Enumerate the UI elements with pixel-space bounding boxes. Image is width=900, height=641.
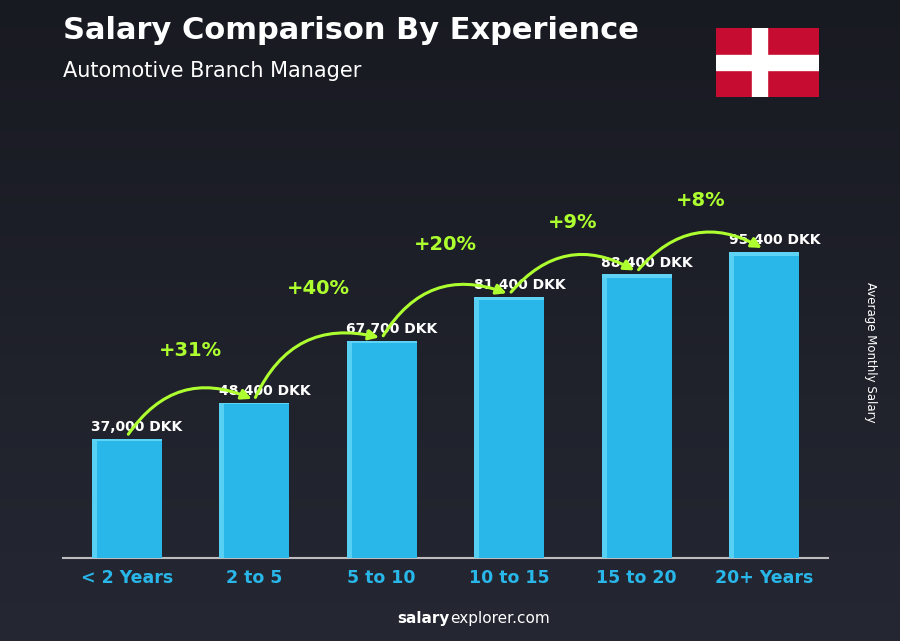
Bar <box>220 403 289 558</box>
Text: 88,400 DKK: 88,400 DKK <box>601 256 693 269</box>
Bar <box>729 252 734 558</box>
Bar <box>220 403 289 404</box>
Bar <box>716 54 819 71</box>
Text: salary: salary <box>398 612 450 626</box>
Bar <box>602 274 671 558</box>
Bar <box>92 439 162 440</box>
Bar <box>474 297 479 558</box>
Text: Automotive Branch Manager: Automotive Branch Manager <box>63 61 362 81</box>
Text: 48,400 DKK: 48,400 DKK <box>219 384 310 397</box>
Bar <box>729 252 799 558</box>
Text: Salary Comparison By Experience: Salary Comparison By Experience <box>63 16 639 45</box>
Text: explorer.com: explorer.com <box>450 612 550 626</box>
Bar <box>220 403 224 558</box>
Text: 81,400 DKK: 81,400 DKK <box>473 278 565 292</box>
Text: 67,700 DKK: 67,700 DKK <box>346 322 437 336</box>
Bar <box>474 297 544 300</box>
Bar <box>346 340 352 558</box>
Text: 95,400 DKK: 95,400 DKK <box>728 233 820 247</box>
Text: 37,000 DKK: 37,000 DKK <box>91 420 183 435</box>
Bar <box>752 28 767 97</box>
Text: Average Monthly Salary: Average Monthly Salary <box>865 282 878 423</box>
Bar <box>92 439 162 558</box>
Text: +20%: +20% <box>414 235 477 254</box>
Bar <box>602 274 607 558</box>
Bar <box>92 439 96 558</box>
Text: +9%: +9% <box>548 213 598 232</box>
Bar <box>729 252 799 256</box>
Text: +40%: +40% <box>286 279 349 298</box>
Text: +8%: +8% <box>676 190 725 210</box>
Bar <box>346 341 417 344</box>
Text: +31%: +31% <box>159 341 222 360</box>
Bar <box>602 274 671 278</box>
Bar <box>346 340 417 558</box>
Bar <box>474 297 544 558</box>
